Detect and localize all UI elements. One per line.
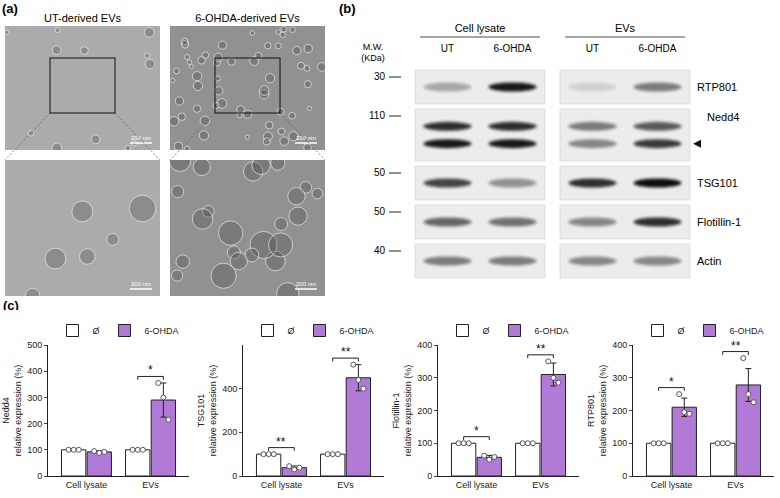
svg-text:50: 50 (374, 167, 386, 178)
svg-text:EVs: EVs (337, 480, 354, 490)
svg-text:300: 300 (27, 393, 42, 403)
svg-text:110: 110 (369, 110, 385, 121)
svg-text:100: 100 (417, 438, 432, 448)
svg-text:0: 0 (232, 471, 237, 481)
svg-text:UT: UT (586, 43, 599, 54)
svg-text:*: * (148, 363, 153, 377)
svg-text:EVs: EVs (142, 480, 159, 490)
svg-text:Ø: Ø (678, 326, 685, 336)
svg-text:Cell lysate: Cell lysate (651, 480, 693, 490)
svg-text:200: 200 (222, 427, 237, 437)
svg-text:UT: UT (441, 43, 454, 54)
svg-text:300: 300 (612, 373, 627, 383)
svg-text:6-OHDA: 6-OHDA (639, 43, 677, 54)
svg-text:400: 400 (222, 384, 237, 394)
svg-text:100: 100 (27, 445, 42, 455)
svg-text:Cell lysate: Cell lysate (456, 480, 498, 490)
svg-text:Ø: Ø (483, 326, 490, 336)
svg-text:Flotillin-1relative expression: Flotillin-1relative expression (%) (391, 365, 413, 457)
svg-text:300: 300 (417, 373, 432, 383)
svg-text:200: 200 (612, 406, 627, 416)
svg-text:500: 500 (27, 340, 42, 350)
svg-text:Nedd4: Nedd4 (707, 111, 739, 123)
svg-text:*: * (669, 375, 674, 389)
svg-text:*: * (474, 424, 479, 438)
svg-text:(b): (b) (339, 1, 356, 16)
svg-text:EVs: EVs (532, 480, 549, 490)
svg-text:M.W.: M.W. (363, 42, 384, 52)
svg-text:(KDa): (KDa) (361, 53, 385, 63)
svg-text:Cell lysate: Cell lysate (66, 480, 108, 490)
html-text:(c): (c) (3, 298, 19, 313)
svg-text:**: ** (341, 345, 351, 359)
svg-text:200: 200 (417, 406, 432, 416)
svg-text:50: 50 (374, 206, 386, 217)
svg-text:Nedd4relative expression (%): Nedd4relative expression (%) (1, 365, 23, 457)
svg-text:Flotillin-1: Flotillin-1 (697, 216, 741, 228)
svg-text:6-OHDA: 6-OHDA (535, 326, 569, 336)
svg-text:6-OHDA: 6-OHDA (145, 326, 179, 336)
svg-text:**: ** (536, 342, 546, 356)
svg-text:400: 400 (612, 340, 627, 350)
svg-text:RTP801relative expression (%): RTP801relative expression (%) (586, 365, 608, 457)
svg-text:200: 200 (27, 419, 42, 429)
svg-text:UT-derived EVs: UT-derived EVs (44, 12, 122, 24)
svg-text:Actin: Actin (697, 255, 721, 267)
svg-text:400: 400 (417, 340, 432, 350)
svg-text:Cell lysate: Cell lysate (455, 22, 506, 34)
svg-text:30: 30 (374, 71, 386, 82)
svg-text:200 nm: 200 nm (296, 135, 316, 141)
svg-text:200 nm: 200 nm (131, 281, 151, 287)
svg-text:**: ** (731, 339, 741, 353)
svg-text:TSG101: TSG101 (697, 177, 738, 189)
svg-text:0: 0 (37, 471, 42, 481)
svg-text:400: 400 (27, 366, 42, 376)
svg-text:RTP801: RTP801 (697, 81, 737, 93)
svg-text:Ø: Ø (93, 326, 100, 336)
svg-text:200 nm: 200 nm (131, 135, 151, 141)
svg-text:Ø: Ø (288, 326, 295, 336)
svg-text:**: ** (276, 435, 286, 449)
svg-text:40: 40 (374, 245, 386, 256)
svg-text:6-OHDA-derived EVs: 6-OHDA-derived EVs (195, 12, 300, 24)
svg-text:6-OHDA: 6-OHDA (340, 326, 374, 336)
svg-text:0: 0 (622, 471, 627, 481)
svg-text:6-OHDA: 6-OHDA (494, 43, 532, 54)
svg-text:(a): (a) (2, 1, 18, 16)
svg-text:100: 100 (612, 438, 627, 448)
svg-text:6-OHDA: 6-OHDA (730, 326, 764, 336)
svg-text:200 nm: 200 nm (296, 281, 316, 287)
svg-text:EVs: EVs (615, 22, 636, 34)
svg-text:EVs: EVs (727, 480, 744, 490)
svg-text:Cell lysate: Cell lysate (261, 480, 303, 490)
svg-text:TSG101relative expression (%): TSG101relative expression (%) (196, 365, 218, 457)
svg-text:0: 0 (427, 471, 432, 481)
